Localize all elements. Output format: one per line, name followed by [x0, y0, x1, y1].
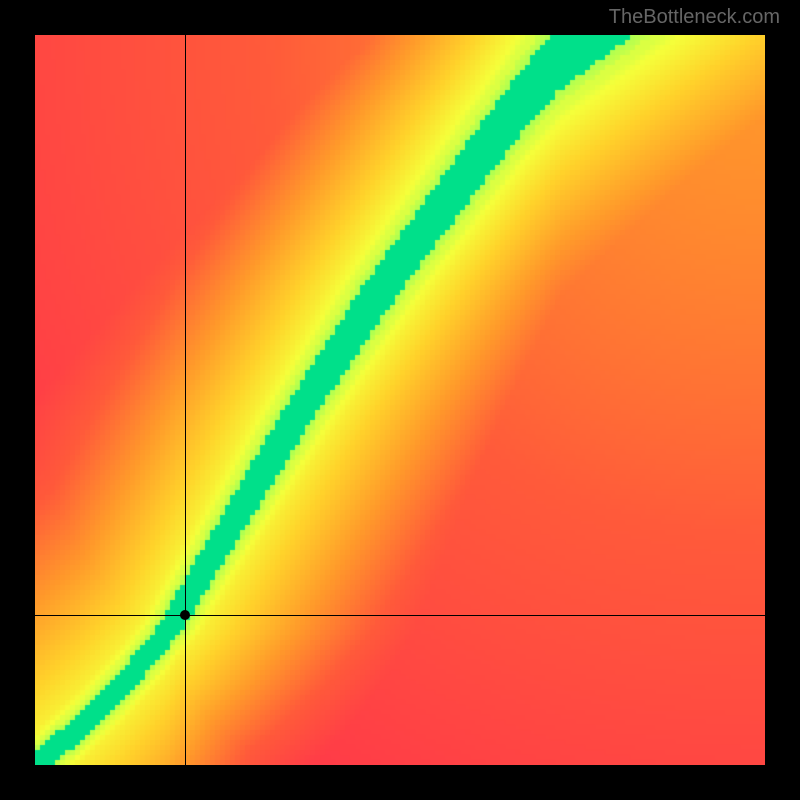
plot-area	[35, 35, 765, 765]
crosshair-marker	[180, 610, 190, 620]
watermark-text: TheBottleneck.com	[609, 6, 780, 29]
crosshair-horizontal	[35, 615, 765, 616]
chart-container: TheBottleneck.com	[0, 0, 800, 800]
heatmap-canvas	[35, 35, 765, 765]
crosshair-vertical	[185, 35, 186, 765]
